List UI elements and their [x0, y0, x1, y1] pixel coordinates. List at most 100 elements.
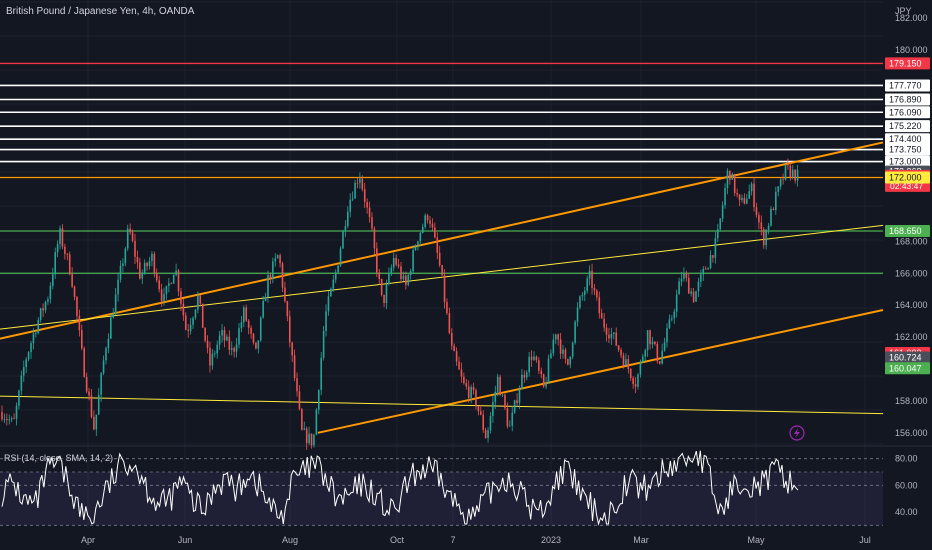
candle: [654, 341, 656, 344]
candle: [141, 273, 144, 279]
candle: [685, 273, 688, 278]
price-label: 172.000: [889, 173, 922, 183]
candle: [758, 215, 760, 223]
price-label-box: [885, 93, 930, 106]
candle: [402, 275, 405, 280]
candle: [528, 356, 530, 373]
candle: [216, 344, 219, 354]
candle: [557, 334, 559, 340]
candle: [228, 336, 231, 350]
candle: [789, 165, 792, 178]
candle: [622, 355, 625, 366]
candle: [463, 376, 465, 384]
candle: [20, 375, 23, 391]
candle: [540, 370, 543, 375]
candle: [637, 374, 639, 387]
candle: [25, 359, 27, 368]
candle: [267, 274, 269, 298]
price-label-box: [885, 106, 930, 119]
candle: [320, 357, 322, 390]
candle: [363, 189, 366, 202]
candle: [158, 280, 160, 290]
candle: [794, 169, 796, 181]
candle: [284, 287, 286, 302]
price-label-box: [885, 351, 930, 364]
lightning-icon: [789, 425, 805, 441]
candle: [114, 294, 117, 315]
candle: [559, 339, 562, 354]
candle: [574, 321, 576, 343]
candle: [332, 279, 335, 289]
candle: [605, 327, 608, 335]
candle: [704, 268, 707, 270]
candle: [617, 345, 620, 350]
candle: [429, 220, 431, 224]
candle: [683, 273, 685, 279]
candle: [337, 265, 339, 273]
price-label-box: [885, 133, 930, 146]
candle: [787, 164, 789, 166]
candle: [102, 360, 105, 374]
candle: [620, 349, 622, 356]
candle: [56, 244, 59, 253]
candle: [562, 349, 564, 354]
candle: [218, 335, 221, 345]
candle: [627, 359, 630, 369]
candle: [250, 327, 252, 334]
candle: [276, 255, 279, 259]
candle: [629, 368, 632, 379]
candle: [791, 169, 794, 178]
candle: [88, 391, 90, 396]
candle: [240, 322, 243, 329]
candle: [465, 383, 468, 387]
candle: [18, 390, 20, 406]
candle: [412, 249, 414, 272]
candle: [400, 266, 402, 280]
candle: [443, 275, 446, 303]
candle: [59, 228, 61, 245]
candle: [305, 428, 308, 443]
candle: [492, 401, 494, 417]
candle: [579, 296, 581, 308]
price-label-box: [885, 120, 930, 133]
candle: [741, 197, 743, 200]
candle: [112, 314, 115, 318]
candle: [702, 268, 705, 275]
candle: [489, 416, 492, 431]
candle: [371, 217, 373, 229]
candle: [351, 198, 354, 200]
candle: [354, 182, 356, 199]
candle: [733, 173, 736, 193]
candle: [296, 378, 298, 392]
candle: [600, 313, 603, 319]
candle: [453, 345, 455, 352]
candle: [782, 179, 784, 180]
candle: [288, 316, 291, 343]
candle: [530, 356, 533, 360]
trend-line: [0, 224, 884, 330]
lightning-bolt-icon: [794, 428, 800, 438]
candle: [649, 330, 651, 345]
candle: [796, 169, 799, 181]
price-label-box: [885, 57, 930, 70]
candle: [175, 270, 177, 275]
candle: [707, 267, 709, 270]
candle: [687, 277, 690, 294]
candle: [576, 307, 579, 322]
price-label-box: [885, 171, 930, 184]
candle: [211, 353, 214, 366]
candle: [131, 232, 134, 241]
time-axis-label: 7: [450, 535, 455, 545]
price-tick-label: 158.000: [895, 396, 928, 406]
candle: [542, 374, 545, 387]
candle: [547, 358, 550, 383]
candle: [301, 409, 303, 430]
candle: [458, 361, 460, 370]
candle: [182, 303, 185, 316]
candle: [119, 265, 122, 280]
price-label: 160.724: [889, 352, 922, 362]
candle: [359, 178, 361, 183]
candle: [775, 191, 777, 211]
candle: [322, 331, 325, 358]
